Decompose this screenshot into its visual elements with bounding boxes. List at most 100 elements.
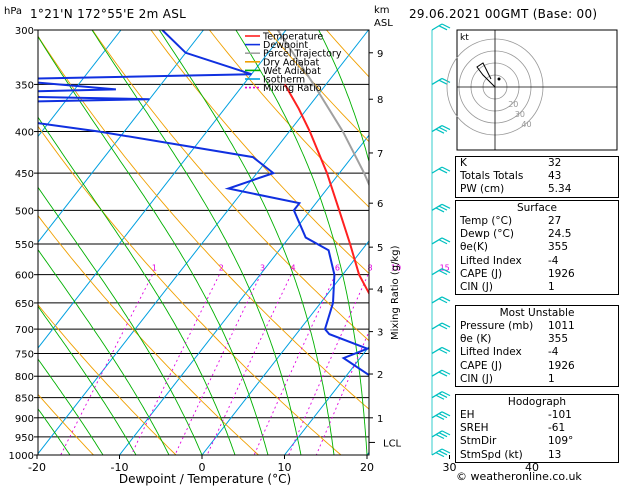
wind-barb: [431, 296, 451, 304]
wind-barb-shaft: [431, 77, 443, 85]
wind-barb-flag: [435, 128, 445, 134]
wind-barb-flag: [441, 77, 451, 83]
wind-barb-flag: [438, 25, 448, 31]
mixing-ratio-line: [174, 274, 262, 455]
wind-barb: [431, 166, 451, 174]
most-unstable-title: Most Unstable: [499, 307, 575, 319]
wind-barb-flag: [435, 414, 445, 420]
temp-tick-label: 40: [525, 461, 539, 474]
pw-row: PW (cm) 5.34: [460, 183, 572, 196]
parcel-trajectory-line: [276, 30, 369, 187]
wet-adiabat-line: [38, 358, 104, 455]
surface-label: CAPE (J): [460, 267, 503, 280]
wind-barb-shaft: [431, 203, 443, 211]
wind-barb-flag: [441, 125, 451, 131]
hodograph-value: -101: [548, 409, 572, 421]
mixing-ratio-line: [288, 274, 369, 455]
wind-barb-flag: [438, 269, 448, 276]
isotherm-line: [201, 240, 369, 455]
indices-panel: K 32 Totals Totals 43 PW (cm) 5.34: [455, 156, 619, 198]
hodograph-value: 13: [548, 448, 562, 461]
wind-barb-flag: [441, 203, 451, 209]
most-unstable-label: Pressure (mb): [460, 320, 534, 332]
wind-barb-shaft: [431, 346, 443, 355]
hodograph-value: -61: [548, 422, 566, 435]
hodograph-ring-label: 20: [508, 100, 518, 109]
isotherm-line: [38, 30, 287, 349]
wind-barb-flag: [438, 348, 448, 354]
legend-entry: Mixing Ratio: [263, 83, 322, 94]
pressure-tick-label: 350: [15, 80, 34, 91]
credit-text: © weatheronline.co.uk: [456, 470, 582, 483]
legend-entry: Wet Adiabat: [263, 66, 321, 77]
hodograph-table-title: Hodograph: [507, 396, 567, 408]
most-unstable-label: CIN (J): [460, 372, 493, 385]
wind-barb-flag: [441, 430, 451, 436]
wind-barb-flag: [441, 237, 451, 243]
k-index-row: K 32: [460, 157, 562, 169]
km-tick-label: 6: [377, 199, 383, 210]
wind-barb-flag: [435, 207, 445, 213]
hodograph-frame: [456, 29, 618, 151]
legend-entry: Dewpoint: [263, 40, 308, 51]
mixing-ratio-line: [315, 330, 369, 455]
surface-row: Lifted Index -4: [456, 255, 618, 268]
wind-barb-flag: [438, 298, 448, 304]
most-unstable-row: Pressure (mb) 1011: [456, 320, 618, 333]
wind-barb-flag: [441, 322, 451, 328]
wind-barb-flag: [441, 268, 451, 274]
surface-row: θe(K) 355: [456, 241, 618, 254]
hodograph-table-panel: Hodograph EH -101 SREH -61 StmDir 109° StmSpd …: [455, 394, 619, 463]
wind-barb-shaft: [431, 369, 443, 377]
wind-barb: [431, 448, 451, 458]
dry-adiabat-line: [38, 304, 177, 455]
most-unstable-value: 1011: [548, 320, 575, 332]
hodograph-row: StmSpd (kt) 13: [456, 449, 618, 462]
temp-tick-label: -10: [111, 461, 129, 474]
km-tick-label: 3: [377, 328, 383, 339]
wet-adiabat-line: [38, 35, 269, 455]
wind-barb-flag: [438, 205, 448, 211]
surface-value: 355: [548, 241, 569, 254]
hodograph-row: EH -101: [456, 409, 618, 422]
km-tick-label: 2: [377, 370, 383, 381]
wind-barb-flag: [441, 391, 451, 397]
wind-barb-flag: [441, 448, 451, 454]
hodograph-row: StmDir 109°: [456, 435, 618, 448]
wind-barb-flag: [441, 296, 451, 302]
wind-barb-shaft: [431, 268, 443, 276]
dry-adiabat-line: [0, 30, 11, 455]
wind-barb-flag: [435, 394, 445, 400]
wind-barb-shaft: [431, 448, 443, 456]
wind-barb-flag: [441, 346, 451, 352]
wet-adiabat-line: [38, 116, 236, 455]
asl-label: ASL: [374, 18, 393, 29]
mixing-ratio-line: [253, 274, 336, 455]
hodograph-ring-label: 40: [521, 120, 531, 129]
pressure-tick-label: 600: [15, 271, 34, 282]
mixing-ratio-line: [367, 451, 369, 455]
wind-barb: [431, 237, 451, 245]
most-unstable-value: -4: [548, 346, 559, 359]
wind-barb: [431, 203, 451, 213]
wind-barb-flag: [441, 166, 451, 172]
dry-adiabat-line: [38, 393, 94, 455]
pressure-tick-label: 800: [15, 372, 34, 383]
mixing-ratio-label: 6: [335, 264, 340, 273]
km-tick-label: 5: [377, 243, 383, 254]
wind-barb-shaft: [431, 411, 443, 419]
wind-barb: [431, 391, 451, 400]
dry-adiabat-line: [209, 30, 369, 208]
temperature-line: [283, 83, 369, 296]
wind-barb: [431, 411, 451, 420]
dry-adiabat-line: [38, 214, 259, 455]
temp-tick-label: -20: [28, 461, 46, 474]
legend-entry: Isotherm: [263, 75, 305, 86]
most-unstable-row: CIN (J) 1: [456, 373, 618, 386]
surface-row: CAPE (J) 1926: [456, 268, 618, 281]
wind-barb-flag: [435, 433, 445, 440]
dry-adiabat-line: [619, 30, 629, 455]
most-unstable-value: 1: [548, 372, 555, 385]
wet-adiabat-line: [38, 408, 71, 455]
